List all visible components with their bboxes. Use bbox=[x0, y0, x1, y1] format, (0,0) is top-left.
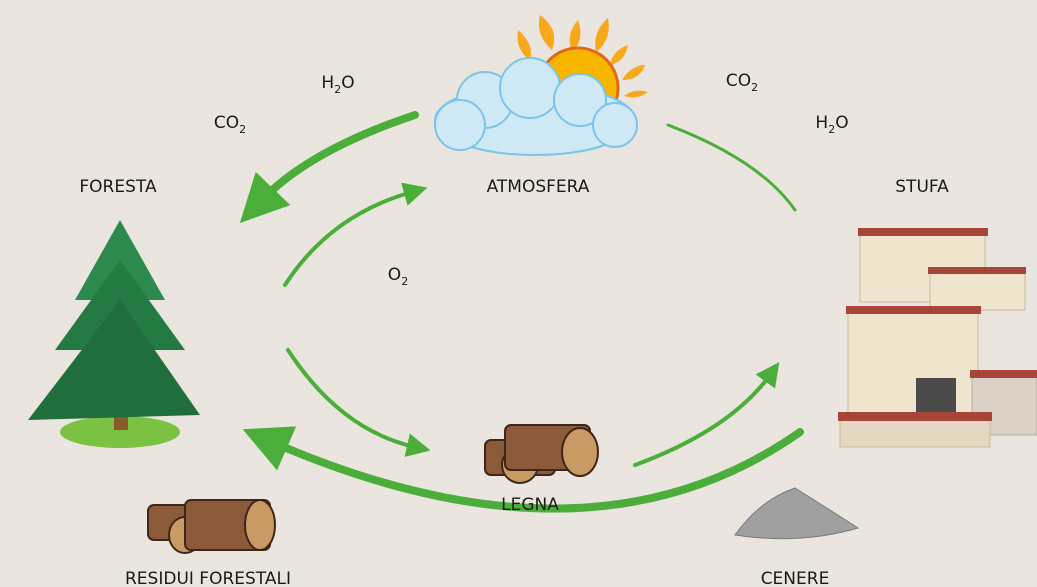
formula-sub: 2 bbox=[401, 275, 408, 288]
formula-sub: 2 bbox=[239, 123, 246, 136]
node-label: FORESTA bbox=[79, 177, 157, 197]
formula-base: CO bbox=[214, 113, 239, 133]
node-label: STUFA bbox=[895, 177, 949, 197]
node-label: RESIDUI FORESTALI bbox=[125, 569, 291, 587]
node-label: CENERE bbox=[761, 569, 830, 587]
page: {"nodes": [ {"label": "ATMOSFERA"}, {"la… bbox=[0, 0, 1037, 587]
formula-base: H bbox=[815, 113, 828, 133]
node-label: ATMOSFERA bbox=[487, 177, 590, 197]
formula-base: O bbox=[388, 265, 401, 285]
node-label: LEGNA bbox=[501, 495, 559, 515]
formula-sub: 2 bbox=[334, 83, 341, 96]
formula-tail: O bbox=[835, 113, 848, 133]
formula-sub: 2 bbox=[751, 81, 758, 94]
formula-sub: 2 bbox=[828, 123, 835, 136]
diagram: ATMOSFERA FORESTA STUFA LEGNA RESIDUI FO… bbox=[0, 0, 1037, 587]
formula-tail: O bbox=[341, 73, 354, 93]
formula-base: CO bbox=[726, 71, 751, 91]
formula-base: H bbox=[321, 73, 334, 93]
